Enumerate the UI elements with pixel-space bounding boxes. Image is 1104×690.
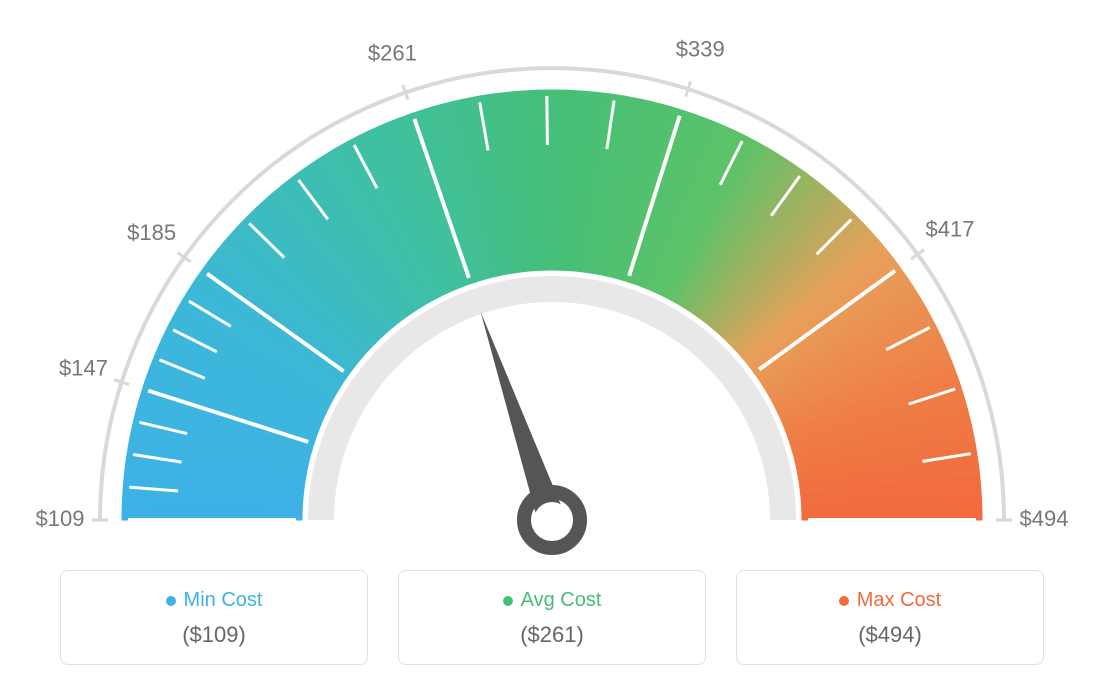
legend-label-avg: Avg Cost	[409, 589, 695, 612]
svg-text:$339: $339	[676, 37, 725, 62]
gauge-svg: $109 $147 $185 $261 $339 $417 $494	[0, 0, 1104, 560]
legend-label-min: Min Cost	[71, 589, 357, 612]
legend-card-min: Min Cost ($109)	[60, 570, 368, 665]
gauge-chart: $109 $147 $185 $261 $339 $417 $494	[0, 0, 1104, 560]
legend-card-max: Max Cost ($494)	[736, 570, 1044, 665]
legend-row: Min Cost ($109) Avg Cost ($261) Max Cost…	[0, 570, 1104, 665]
svg-text:$417: $417	[926, 217, 975, 242]
legend-label-text: Avg Cost	[521, 589, 602, 612]
svg-text:$109: $109	[36, 506, 85, 531]
dot-icon	[839, 596, 849, 606]
dot-icon	[166, 596, 176, 606]
svg-text:$147: $147	[59, 356, 108, 381]
svg-text:$185: $185	[127, 220, 176, 245]
legend-value-min: ($109)	[71, 622, 357, 648]
svg-text:$261: $261	[368, 40, 417, 65]
legend-card-avg: Avg Cost ($261)	[398, 570, 706, 665]
legend-label-text: Min Cost	[184, 589, 263, 612]
svg-text:$494: $494	[1020, 506, 1069, 531]
legend-label-text: Max Cost	[857, 589, 941, 612]
dot-icon	[503, 596, 513, 606]
legend-label-max: Max Cost	[747, 589, 1033, 612]
legend-value-avg: ($261)	[409, 622, 695, 648]
legend-value-max: ($494)	[747, 622, 1033, 648]
